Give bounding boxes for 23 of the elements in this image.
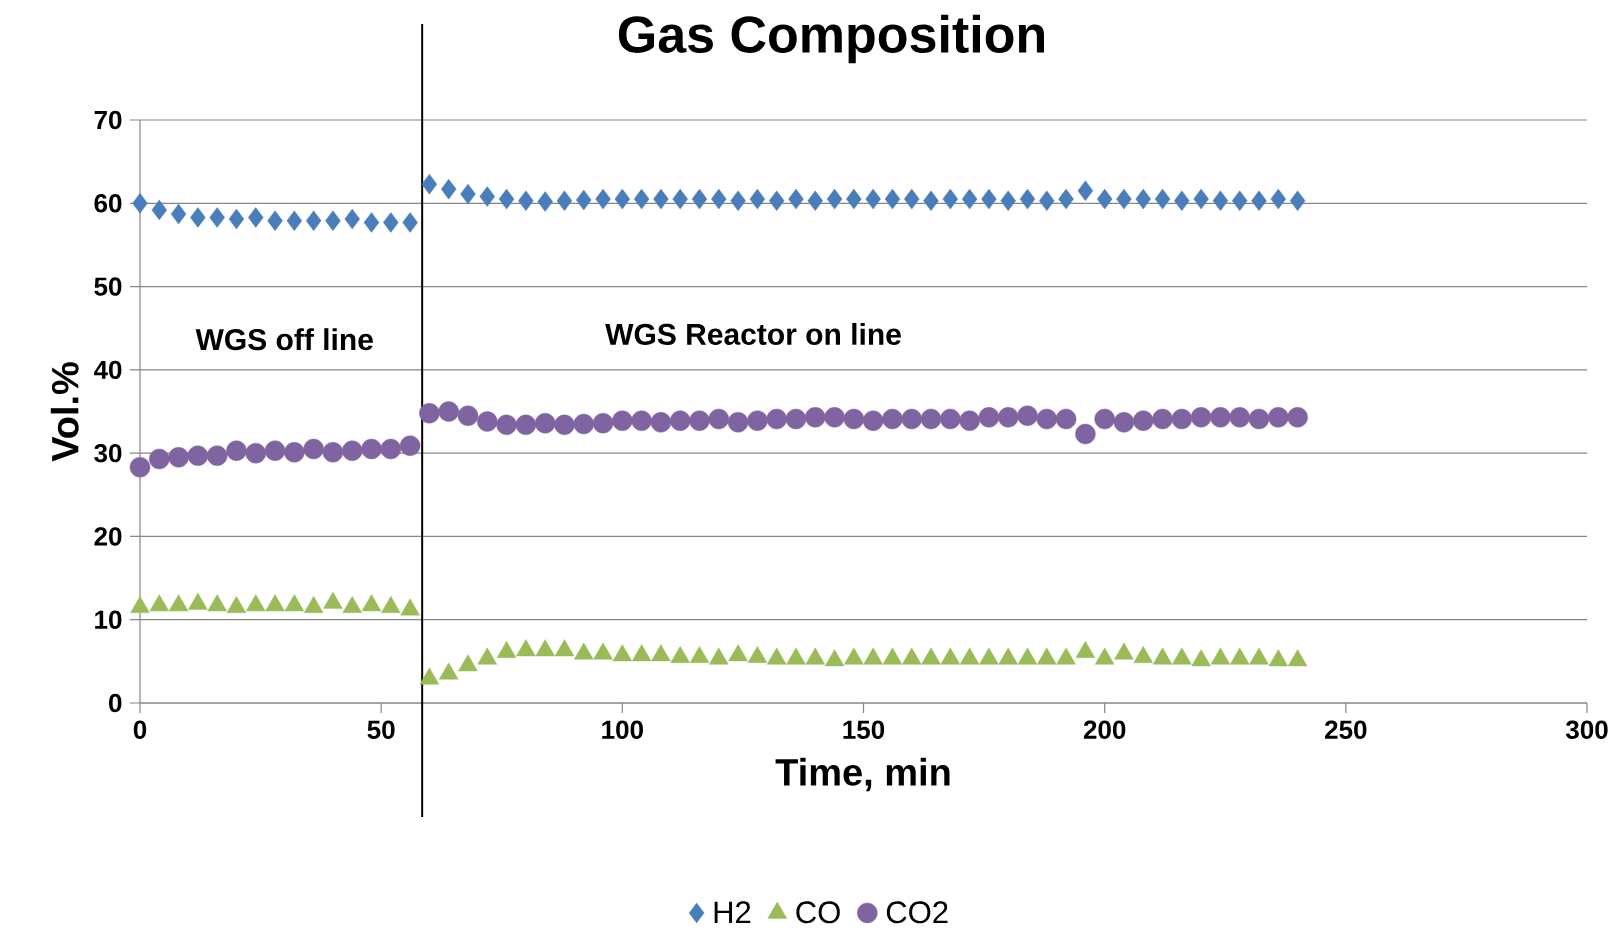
y-axis-title: Vol.% [50,362,79,462]
x-tick-label: 300 [1565,720,1608,739]
x-tick-label: 100 [602,720,643,739]
y-tick-label: 70 [94,110,122,130]
y-tick-label: 20 [94,527,122,546]
x-tick-label: 150 [843,720,885,739]
x-tick-label: 0 [133,720,147,739]
y-tick-label: 60 [94,194,122,213]
legend-label: H2 [714,901,751,923]
x-tick-label: 250 [1325,720,1367,739]
chart-title: Gas Composition [618,14,1044,64]
annotation: WGS Reactor on line [605,322,901,345]
x-tick-label: 50 [367,720,395,739]
y-tick-label: 40 [93,360,122,380]
x-axis-title: Time, min [775,757,950,792]
legend-label: CO [796,901,840,924]
legend-label: CO2 [886,901,948,924]
annotation: WGS off line [195,328,373,351]
y-tick-label: 0 [109,693,122,713]
y-tick-label: 30 [94,443,122,463]
y-tick-label: 50 [94,277,122,296]
x-tick-label: 200 [1083,720,1126,739]
y-tick-label: 10 [95,610,122,629]
